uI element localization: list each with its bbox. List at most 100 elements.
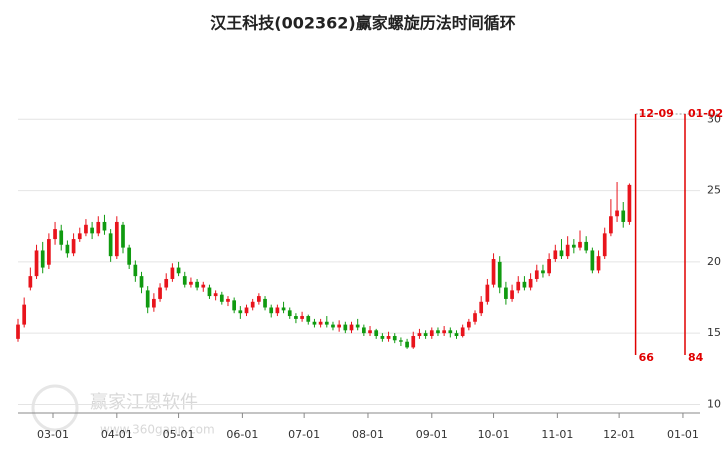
candle-body	[65, 244, 70, 254]
candle-body	[84, 224, 88, 234]
candle-body	[491, 259, 496, 285]
cycle-date: 12-09	[639, 107, 674, 120]
candle-body	[602, 233, 607, 257]
candle-body	[528, 278, 533, 288]
chart-title: 汉王科技(002362)赢家螺旋历法时间循环	[210, 14, 515, 33]
candle-body	[584, 241, 589, 251]
candle-body	[355, 324, 360, 328]
candle-body	[609, 216, 613, 234]
candle-body	[47, 239, 51, 265]
candle-body	[269, 307, 274, 314]
candle-body	[121, 224, 125, 248]
candle-body	[392, 336, 397, 341]
candle-body	[133, 264, 138, 277]
candle-body	[423, 333, 428, 337]
watermark-logo	[31, 384, 79, 432]
candle-body	[343, 324, 348, 331]
candle-body	[374, 330, 379, 337]
candle-body	[417, 333, 422, 337]
candle-body	[53, 229, 57, 240]
y-tick-label: 10	[707, 397, 721, 410]
candle-body	[510, 290, 514, 299]
candle-body	[349, 324, 354, 331]
candle-body	[96, 221, 101, 234]
candle-body	[263, 298, 267, 308]
candle-body	[77, 233, 82, 240]
candle-body	[213, 293, 218, 297]
candle-body	[207, 287, 212, 297]
candle-body	[436, 330, 440, 334]
candle-body	[232, 300, 237, 311]
candle-body	[257, 296, 261, 302]
candle-body	[485, 284, 490, 302]
candle-body	[127, 247, 132, 265]
candle-body	[571, 244, 576, 248]
y-tick-label: 15	[707, 326, 721, 339]
x-tick-label: 04-01	[101, 428, 133, 441]
candle-body	[460, 327, 465, 337]
x-tick-label: 01-01	[667, 428, 699, 441]
candle-body	[238, 310, 243, 314]
candle-body	[300, 316, 304, 319]
candle-body	[226, 298, 230, 302]
candle-body	[411, 336, 416, 348]
candle-body	[621, 210, 626, 222]
candle-body	[541, 270, 545, 274]
candle-body	[504, 287, 508, 299]
candle-body	[306, 316, 311, 322]
candle-body	[479, 301, 484, 314]
candle-body	[16, 324, 20, 339]
candle-body	[522, 281, 527, 288]
candle-body	[108, 233, 113, 257]
candle-body	[34, 250, 39, 277]
candle-body	[324, 321, 329, 325]
candle-body	[201, 284, 206, 288]
x-tick-label: 12-01	[603, 428, 635, 441]
x-tick-label: 09-01	[416, 428, 448, 441]
candle-body	[615, 210, 619, 217]
candle-body	[627, 184, 632, 222]
candle-body	[405, 341, 409, 348]
candle-body	[145, 290, 150, 308]
watermark-text: 赢家江恩软件	[90, 391, 198, 413]
candle-body	[565, 244, 570, 257]
candle-body	[547, 259, 551, 274]
y-tick-label: 25	[707, 184, 721, 197]
watermark: 赢家江恩软件 www.360gann.com	[31, 384, 215, 437]
candle-body	[590, 250, 595, 271]
x-tick-label: 05-01	[163, 428, 195, 441]
candle-body	[337, 324, 342, 328]
candle-body	[448, 330, 453, 334]
candle-body	[553, 250, 558, 260]
candle-body	[596, 256, 601, 271]
candle-body	[442, 330, 446, 334]
x-tick-label: 03-01	[37, 428, 69, 441]
candle-body	[275, 307, 280, 314]
candle-body	[59, 230, 64, 245]
candle-body	[182, 276, 187, 285]
candle-body	[189, 281, 193, 285]
candle-body	[429, 330, 434, 337]
watermark-url: www.360gann.com	[100, 423, 215, 437]
candle-body	[497, 261, 502, 288]
x-tick-label: 08-01	[352, 428, 384, 441]
candle-body	[331, 324, 335, 328]
candle-body	[473, 313, 477, 322]
candle-body	[176, 267, 181, 274]
y-tick-label: 30	[707, 112, 721, 125]
candle-body	[219, 294, 224, 302]
candle-body	[244, 307, 249, 314]
candle-body	[559, 250, 564, 257]
candle-body	[102, 221, 107, 231]
candle-body	[534, 270, 539, 279]
cycle-date: 01-02	[688, 107, 723, 120]
x-tick-label: 07-01	[288, 428, 320, 441]
cycle-count: 84	[688, 351, 704, 364]
candle-body	[386, 336, 391, 339]
candle-body	[158, 287, 162, 299]
candle-body	[22, 304, 27, 325]
candle-body	[152, 298, 156, 308]
candle-body	[294, 316, 298, 319]
candle-body	[454, 333, 459, 337]
